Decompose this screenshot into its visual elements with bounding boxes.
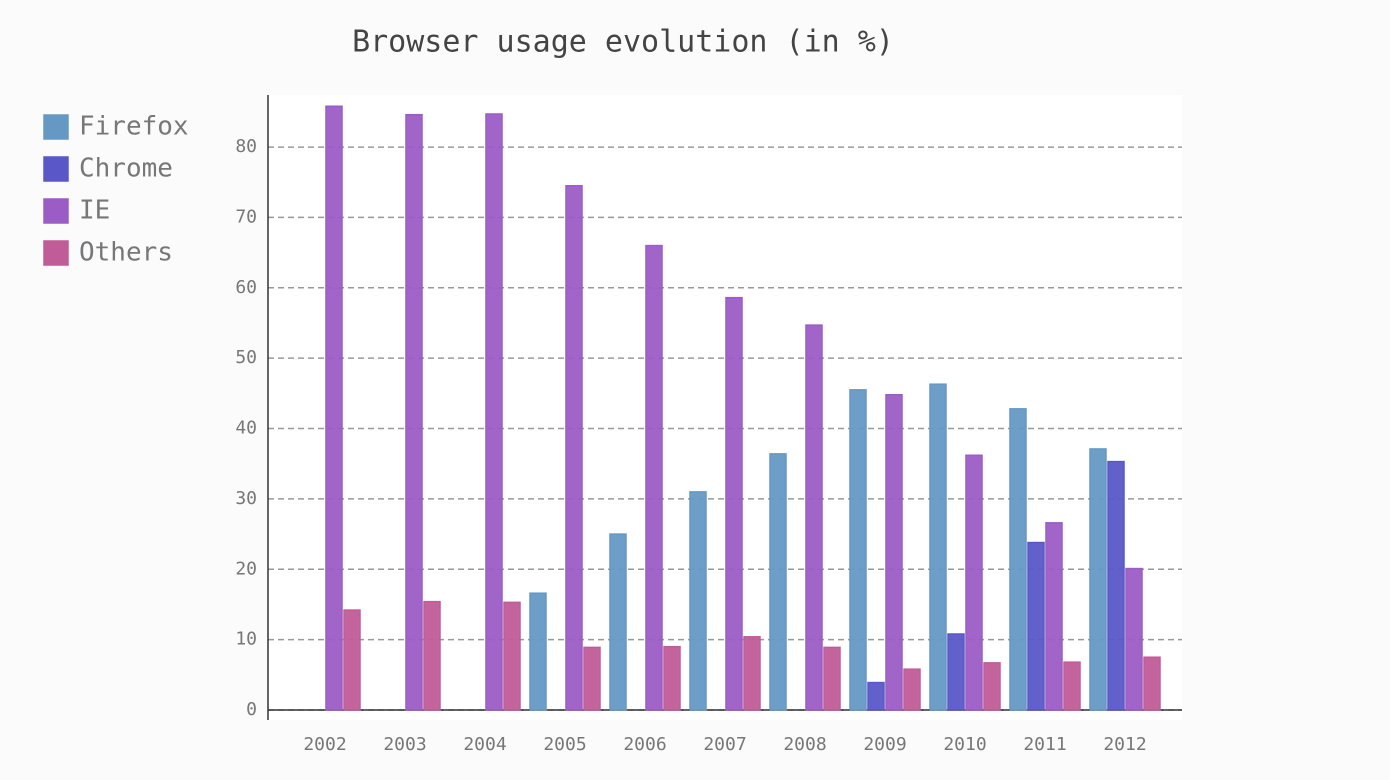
x-tick-label: 2005 <box>543 734 586 755</box>
bar <box>325 105 343 711</box>
x-tick-label: 2009 <box>863 734 906 755</box>
bar <box>503 601 521 711</box>
bar <box>769 453 787 711</box>
bar <box>609 533 627 711</box>
legend-swatch <box>43 240 69 266</box>
x-tick-label: 2007 <box>703 734 746 755</box>
x-tick-label: 2011 <box>1023 734 1066 755</box>
x-tick-label: 2002 <box>303 734 346 755</box>
bar <box>423 600 441 711</box>
bar <box>823 646 841 711</box>
legend-text: Chrome <box>79 154 173 184</box>
legend-swatch <box>43 156 69 182</box>
y-tick-label: 80 <box>235 136 257 157</box>
legend-text: Others <box>79 238 173 268</box>
plot-area <box>268 95 1182 720</box>
x-tick-label: 2006 <box>623 734 666 755</box>
bar <box>1125 567 1143 711</box>
bar <box>529 592 547 711</box>
legend-swatch <box>43 198 69 224</box>
bar <box>689 491 707 711</box>
y-tick-label: 10 <box>235 629 257 650</box>
bar <box>743 636 761 711</box>
bar <box>725 296 743 711</box>
bar <box>1143 656 1161 711</box>
bar <box>645 244 663 711</box>
x-tick-label: 2012 <box>1103 734 1146 755</box>
bar <box>1089 448 1107 711</box>
bar <box>929 383 947 711</box>
bar <box>1027 541 1045 711</box>
legend-text: Firefox <box>79 112 189 142</box>
x-tick-label: 2003 <box>383 734 426 755</box>
bar <box>805 324 823 711</box>
bar <box>965 454 983 711</box>
bar <box>485 113 503 711</box>
y-tick-label: 70 <box>235 206 257 227</box>
bar <box>663 645 681 711</box>
bar <box>343 609 361 711</box>
y-tick-label: 0 <box>246 699 257 720</box>
bar <box>903 668 921 711</box>
bar <box>1045 522 1063 711</box>
legend-swatch <box>43 114 69 140</box>
y-tick-label: 60 <box>235 277 257 298</box>
bar <box>1009 408 1027 711</box>
bar <box>947 633 965 711</box>
y-tick-label: 40 <box>235 418 257 439</box>
chart-title: Browser usage evolution (in %) <box>352 25 894 60</box>
bar <box>983 662 1001 711</box>
bar <box>1063 661 1081 711</box>
bar <box>849 389 867 711</box>
x-tick-label: 2008 <box>783 734 826 755</box>
legend-text: IE <box>79 196 110 226</box>
y-tick-label: 50 <box>235 347 257 368</box>
bar <box>1107 460 1125 711</box>
bar <box>405 113 423 711</box>
bar <box>565 185 583 711</box>
y-tick-label: 30 <box>235 488 257 509</box>
bar <box>867 681 885 711</box>
x-tick-label: 2004 <box>463 734 506 755</box>
bar <box>583 646 601 711</box>
bar <box>885 394 903 711</box>
y-tick-label: 20 <box>235 558 257 579</box>
x-tick-label: 2010 <box>943 734 986 755</box>
